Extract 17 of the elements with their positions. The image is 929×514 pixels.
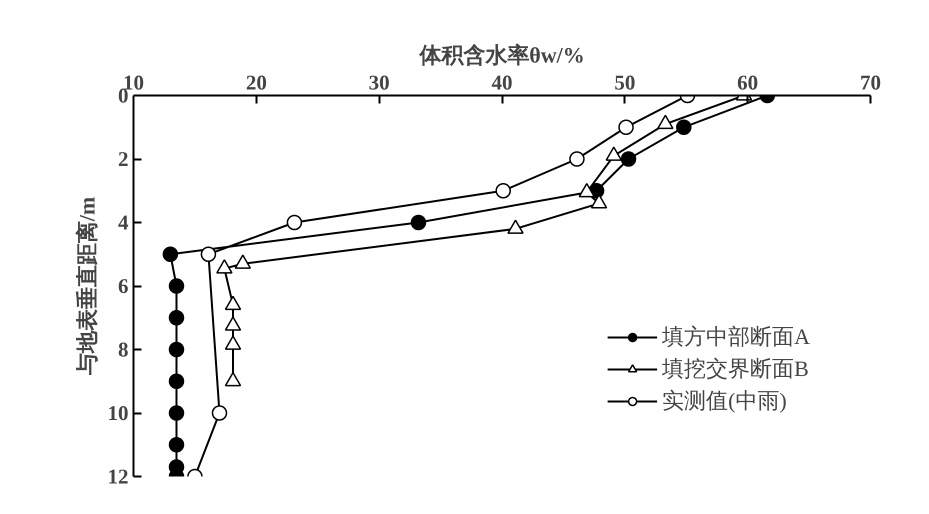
legend-label: 填挖交界断面B bbox=[662, 355, 809, 383]
x-tick-label: 70 bbox=[860, 70, 881, 94]
y-tick-label: 2 bbox=[118, 147, 128, 171]
legend-label: 实测值(中雨) bbox=[662, 387, 787, 415]
x-tick-label: 20 bbox=[246, 70, 267, 94]
y-tick-label: 10 bbox=[108, 401, 128, 425]
x-tick-label: 50 bbox=[614, 70, 636, 94]
x-tick-label: 30 bbox=[368, 70, 390, 94]
x-tick-label: 40 bbox=[492, 70, 512, 94]
y-tick-label: 4 bbox=[118, 210, 129, 234]
y-axis-title: 与地表垂直距离/m bbox=[74, 196, 100, 376]
y-tick-label: 12 bbox=[108, 464, 128, 488]
legend-label: 填方中部断面A bbox=[662, 323, 810, 351]
x-tick-label: 60 bbox=[737, 70, 758, 94]
y-tick-label: 8 bbox=[118, 338, 128, 362]
y-tick-label: 6 bbox=[118, 274, 128, 298]
x-axis-title: 体积含水率θw/% bbox=[418, 42, 585, 68]
